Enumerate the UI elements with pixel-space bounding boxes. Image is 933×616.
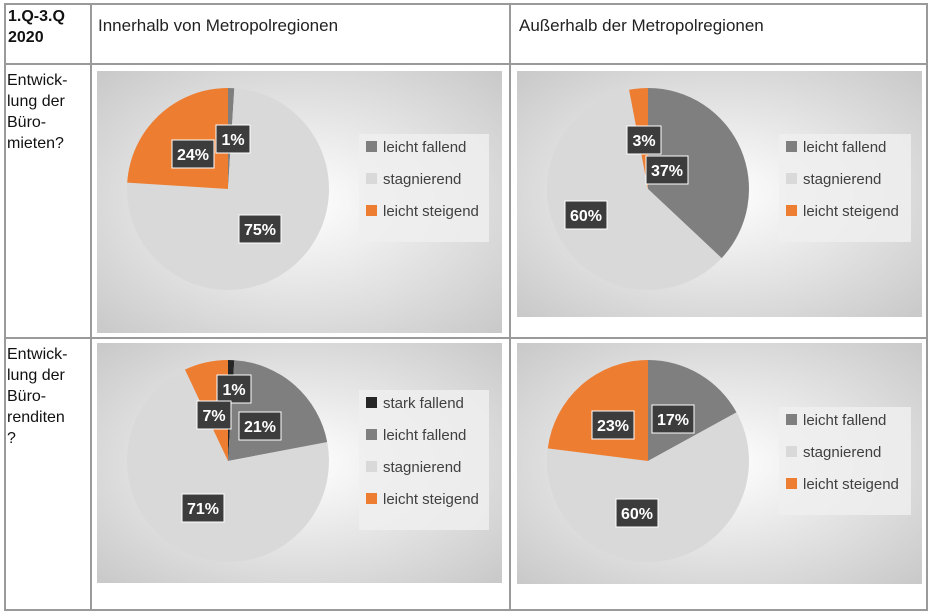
legend-swatch-stagnierend	[366, 461, 377, 472]
legend: leicht fallend stagnierend leicht steigend	[779, 134, 911, 242]
legend-label-leicht-fallend: leicht fallend	[803, 412, 886, 429]
data-label-box	[645, 155, 689, 185]
pie-chart-renditen-ausserhalb: 17% 60% 23% leicht fallend stagnierend leicht…	[517, 343, 922, 584]
table-corner-label: 1.Q-3.Q 2020	[8, 8, 65, 46]
pie-slice-stagnierend	[547, 89, 722, 290]
legend-swatch-leicht-steigend	[786, 205, 797, 216]
legend-swatch-leicht-fallend	[786, 141, 797, 152]
pie-svg: 37%60%3% leicht fallendstagnierendleicht …	[517, 71, 922, 317]
legend-background	[779, 134, 911, 242]
data-label-text: 3%	[632, 133, 655, 150]
data-label-stark-fallend: 1%	[216, 374, 252, 404]
data-label-text: 24%	[177, 147, 209, 164]
data-label-stagnierend: 60%	[615, 498, 659, 528]
legend-swatch-leicht-steigend	[366, 205, 377, 216]
legend: leicht fallend stagnierend leicht steigend	[779, 407, 911, 515]
pie-slice-stagnierend	[126, 369, 329, 562]
legend-label-stagnierend: stagnierend	[383, 459, 461, 476]
data-label-leicht-fallend: 21%	[238, 411, 282, 441]
legend-label-leicht-steigend: leicht steigend	[803, 476, 899, 493]
data-label-text: 71%	[187, 501, 219, 518]
column-header-outside: Außerhalb der Metropolregionen	[519, 16, 764, 35]
legend-swatch-stagnierend	[786, 173, 797, 184]
data-label-box	[216, 374, 252, 404]
legend-swatch-leicht-steigend	[786, 478, 797, 489]
data-label-leicht-steigend: 3%	[626, 125, 662, 155]
legend-label-stagnierend: stagnierend	[803, 171, 881, 188]
data-label-leicht-fallend: 17%	[651, 404, 695, 434]
data-label-box	[651, 404, 695, 434]
data-label-box	[238, 214, 282, 244]
legend-swatch-stark-fallend	[366, 397, 377, 408]
pie-chart-mieten-innerhalb: 1% 75% 24% leicht fallend stagnierend leicht …	[97, 71, 502, 333]
data-label-box	[626, 125, 662, 155]
data-label-leicht-steigend: 7%	[196, 400, 232, 430]
legend-label-stagnierend: stagnierend	[383, 171, 461, 188]
data-label-text: 21%	[244, 419, 276, 436]
data-label-text: 75%	[244, 222, 276, 239]
data-label-text: 37%	[651, 163, 683, 180]
data-label-box	[564, 200, 608, 230]
legend-label-leicht-fallend: leicht fallend	[383, 427, 466, 444]
column-header-inside: Innerhalb von Metropolregionen	[98, 16, 339, 35]
data-label-leicht-fallend: 1%	[215, 124, 251, 154]
data-label-box	[196, 400, 232, 430]
data-label-text: 17%	[657, 412, 689, 429]
legend-label-leicht-steigend: leicht steigend	[383, 491, 479, 508]
legend-label-stagnierend: stagnierend	[803, 444, 881, 461]
legend-background	[359, 390, 489, 530]
pie-slice-leicht-fallend	[648, 88, 750, 259]
data-label-leicht-steigend: 24%	[171, 139, 215, 169]
data-label-stagnierend: 71%	[181, 493, 225, 523]
legend-label-stark-fallend: stark fallend	[383, 395, 464, 412]
table-border	[4, 3, 928, 611]
legend-label-leicht-steigend: leicht steigend	[383, 203, 479, 220]
data-label-box	[215, 124, 251, 154]
data-label-text: 60%	[621, 506, 653, 523]
data-label-stagnierend: 60%	[564, 200, 608, 230]
pie-chart-mieten-ausserhalb: 37% 60% 3% leicht fallend stagnierend leicht …	[517, 71, 922, 317]
data-label-text: 60%	[570, 208, 602, 225]
data-label-stagnierend: 75%	[238, 214, 282, 244]
data-label-box	[591, 410, 635, 440]
pie-svg: 17%60%23% leicht fallendstagnierendleicht…	[517, 343, 922, 584]
data-label-box	[181, 493, 225, 523]
pie-svg: 1%75%24% leicht fallendstagnierendleicht …	[97, 71, 502, 333]
pie-chart-renditen-innerhalb: 1% 21% 71% 7% stark fallend leicht fallend sta…	[97, 343, 502, 583]
legend-background	[359, 134, 489, 242]
legend: leicht fallend stagnierend leicht steigend	[359, 134, 489, 242]
legend: stark fallend leicht fallend stagnierend le…	[359, 390, 489, 530]
data-label-leicht-steigend: 23%	[591, 410, 635, 440]
data-label-leicht-fallend: 37%	[645, 155, 689, 185]
data-label-box	[171, 139, 215, 169]
legend-label-leicht-fallend: leicht fallend	[383, 139, 466, 156]
row-label-renditen: Entwick- lung der Büro- renditen ?	[7, 346, 68, 447]
data-label-box	[615, 498, 659, 528]
legend-swatch-stagnierend	[786, 446, 797, 457]
pie-slice-stagnierend	[547, 412, 750, 562]
data-label-text: 7%	[202, 408, 225, 425]
legend-swatch-stagnierend	[366, 173, 377, 184]
data-label-text: 23%	[597, 418, 629, 435]
legend-label-leicht-fallend: leicht fallend	[803, 139, 886, 156]
legend-background	[779, 407, 911, 515]
legend-label-leicht-steigend: leicht steigend	[803, 203, 899, 220]
data-label-text: 1%	[222, 382, 245, 399]
legend-swatch-leicht-steigend	[366, 493, 377, 504]
legend-swatch-leicht-fallend	[366, 429, 377, 440]
data-label-box	[238, 411, 282, 441]
legend-swatch-leicht-fallend	[786, 414, 797, 425]
data-label-text: 1%	[221, 132, 244, 149]
legend-swatch-leicht-fallend	[366, 141, 377, 152]
row-label-mieten: Entwick- lung der Büro- mieten?	[7, 72, 68, 152]
